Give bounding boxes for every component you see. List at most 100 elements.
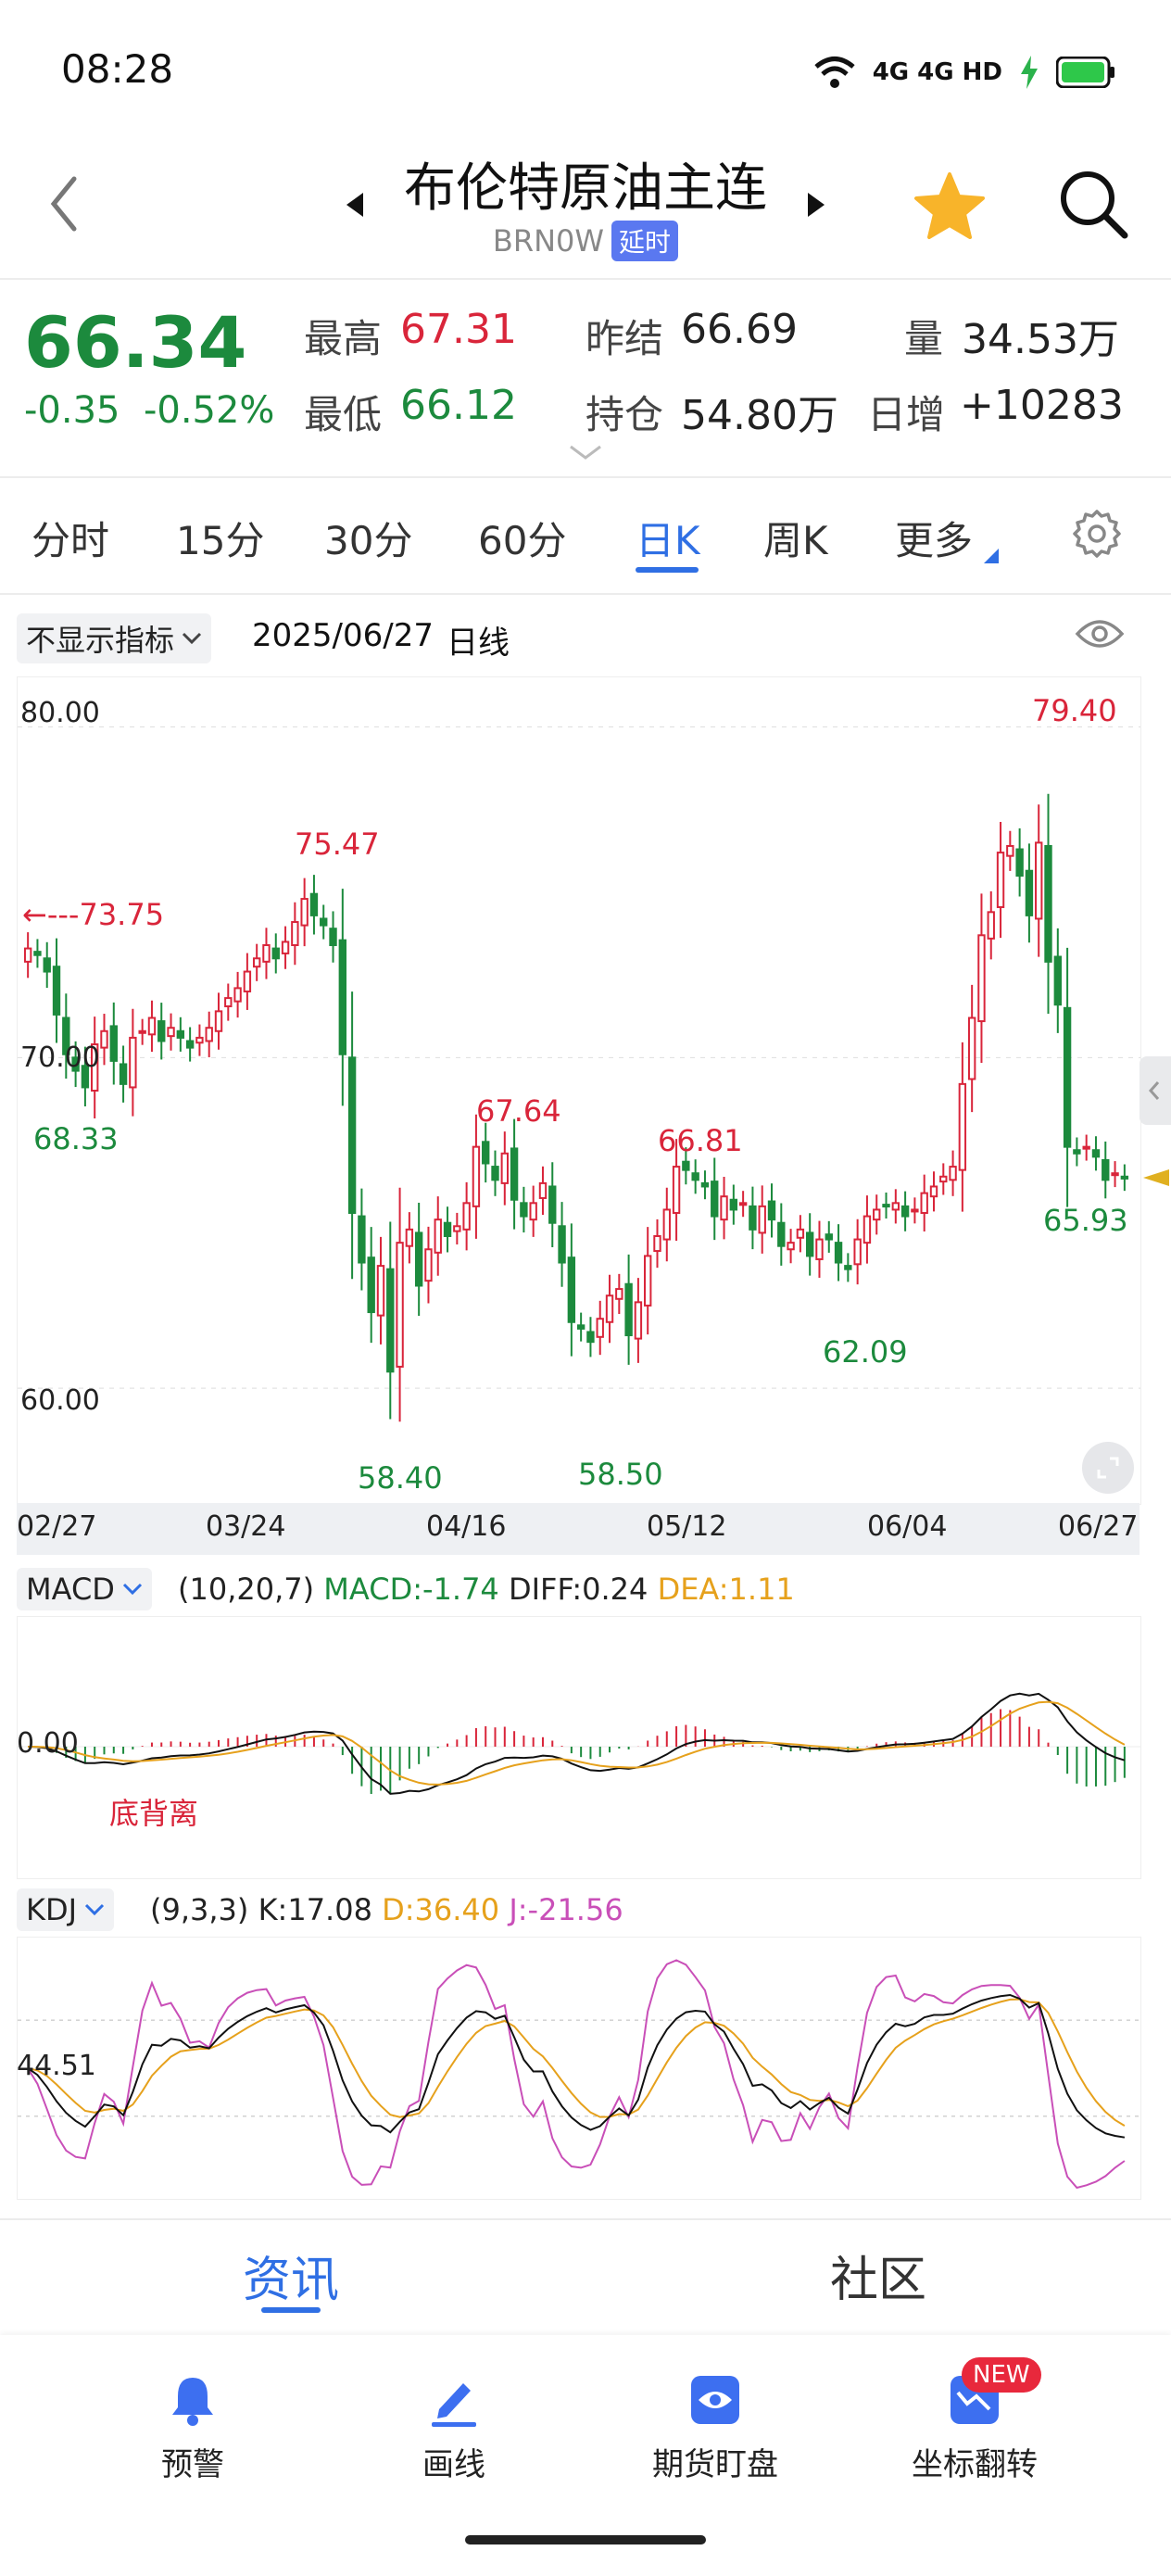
candle-body	[1111, 1172, 1119, 1177]
candle-body	[634, 1301, 643, 1340]
candle-body	[176, 1029, 185, 1039]
open-interest-label: 持仓	[586, 392, 664, 437]
candle-body	[520, 1202, 528, 1218]
candle-body	[71, 1056, 80, 1072]
expand-icon	[1097, 1457, 1119, 1479]
candle-body	[529, 1202, 537, 1221]
next-arrow-icon	[808, 193, 825, 217]
candle-body	[873, 1208, 881, 1221]
annotation-68-33: 68.33	[33, 1121, 119, 1156]
tab-weekly-k[interactable]: 周K	[763, 518, 828, 563]
candle-body	[758, 1205, 766, 1234]
candle-body	[977, 934, 986, 1023]
bell-icon	[172, 2378, 213, 2426]
daily-add-label: 日增	[867, 392, 946, 437]
annotation-62-09: 62.09	[823, 1334, 908, 1370]
candle-body	[805, 1231, 814, 1257]
tab-community[interactable]: 社区	[830, 2253, 927, 2308]
quote-divider	[0, 476, 1171, 478]
candle-body	[920, 1192, 928, 1215]
indicator-select-label: 不显示指标	[26, 623, 175, 658]
macd-legend: (10,20,7) MACD:-1.74 DIFF:0.24 DEA:1.11	[178, 1572, 795, 1607]
fullscreen-button[interactable]	[1082, 1442, 1134, 1494]
candle-body	[147, 1017, 157, 1036]
candle-body	[691, 1172, 699, 1181]
macd-select[interactable]: MACD	[17, 1568, 152, 1610]
toggle-visibility-button[interactable]	[1075, 615, 1125, 656]
draw-line-label: 画线	[422, 2446, 485, 2483]
volume-value: 34.53万	[962, 316, 1119, 363]
kdj-select[interactable]: KDJ	[17, 1888, 115, 1931]
chevron-down-icon	[182, 632, 202, 645]
x-tick-0604: 06/04	[867, 1510, 948, 1543]
candle-body	[491, 1166, 499, 1181]
eye-outline-icon	[1075, 620, 1125, 648]
candle-body	[510, 1147, 519, 1201]
header-divider	[0, 278, 1171, 280]
kline-panel[interactable]	[17, 676, 1141, 1505]
back-button[interactable]	[46, 171, 93, 236]
tab-daily-k[interactable]: 日K	[636, 518, 700, 563]
candle-body	[662, 1208, 671, 1241]
annotation-58-40: 58.40	[358, 1460, 443, 1496]
y-tick-60: 60.00	[20, 1384, 100, 1417]
next-contract-button[interactable]	[806, 191, 826, 222]
kdj-chart	[18, 1959, 1140, 2190]
candle-body	[624, 1282, 633, 1337]
candle-body	[138, 1029, 146, 1034]
tab-news[interactable]: 资讯	[243, 2253, 340, 2308]
low-value: 66.12	[400, 382, 517, 429]
futures-watch-button[interactable]: 期货盯盘	[623, 2372, 808, 2484]
alert-button[interactable]: 预警	[100, 2372, 285, 2484]
chevron-left-icon	[1148, 1081, 1160, 1100]
candle-body	[853, 1238, 862, 1266]
bottom-tabs-divider	[0, 2218, 1171, 2220]
delay-badge: 延时	[611, 221, 679, 261]
open-interest-value: 54.80万	[681, 392, 838, 439]
current-price-marker-icon	[1141, 1168, 1171, 1192]
candle-body	[567, 1256, 576, 1323]
x-tick-0416: 04/16	[426, 1510, 507, 1543]
candle-body	[405, 1228, 414, 1247]
volume-label: 量	[904, 316, 944, 361]
annotation-67-64: 67.64	[476, 1093, 561, 1129]
candle-body	[949, 1166, 957, 1181]
macd-panel[interactable]	[17, 1616, 1141, 1879]
side-panel-handle[interactable]	[1140, 1056, 1171, 1125]
chart-date: 2025/06/27	[252, 617, 434, 654]
candle-body	[682, 1160, 690, 1171]
candle-body	[815, 1238, 824, 1260]
wifi-icon	[814, 57, 855, 88]
tab-timeshare[interactable]: 分时	[31, 518, 110, 563]
eye-icon	[691, 2376, 739, 2424]
low-label: 最低	[304, 392, 383, 437]
candle-body	[844, 1265, 852, 1270]
candle-body	[291, 921, 299, 947]
chart-settings-button[interactable]	[1071, 508, 1123, 563]
search-button[interactable]	[1056, 167, 1130, 241]
tab-30min[interactable]: 30分	[324, 518, 413, 563]
candle-body	[309, 892, 319, 916]
prev-settle-value: 66.69	[681, 306, 798, 353]
price-annotation-left: ←---73.75	[22, 897, 165, 932]
tab-60min[interactable]: 60分	[478, 518, 567, 563]
favorite-button[interactable]	[913, 169, 987, 243]
candle-body	[900, 1205, 910, 1218]
candle-body	[424, 1248, 433, 1282]
candle-body	[338, 939, 347, 1055]
chevron-down-icon	[122, 1583, 142, 1596]
prev-contract-button[interactable]	[345, 191, 365, 222]
candle-body	[1015, 848, 1024, 878]
candle-body	[1102, 1158, 1110, 1181]
indicator-select[interactable]: 不显示指标	[17, 613, 212, 663]
kdj-panel[interactable]	[17, 1937, 1141, 2200]
tabs-divider	[0, 593, 1171, 595]
draw-line-button[interactable]: 画线	[361, 2372, 547, 2484]
kdj-y-tick: 44.51	[17, 2050, 96, 2082]
tab-more[interactable]: 更多	[895, 518, 974, 563]
candle-body	[1053, 955, 1062, 1006]
expand-quote-button[interactable]	[567, 443, 604, 465]
tab-15min[interactable]: 15分	[176, 518, 265, 563]
annotation-73-75: 73.75	[79, 897, 165, 932]
candle-body	[767, 1200, 776, 1221]
